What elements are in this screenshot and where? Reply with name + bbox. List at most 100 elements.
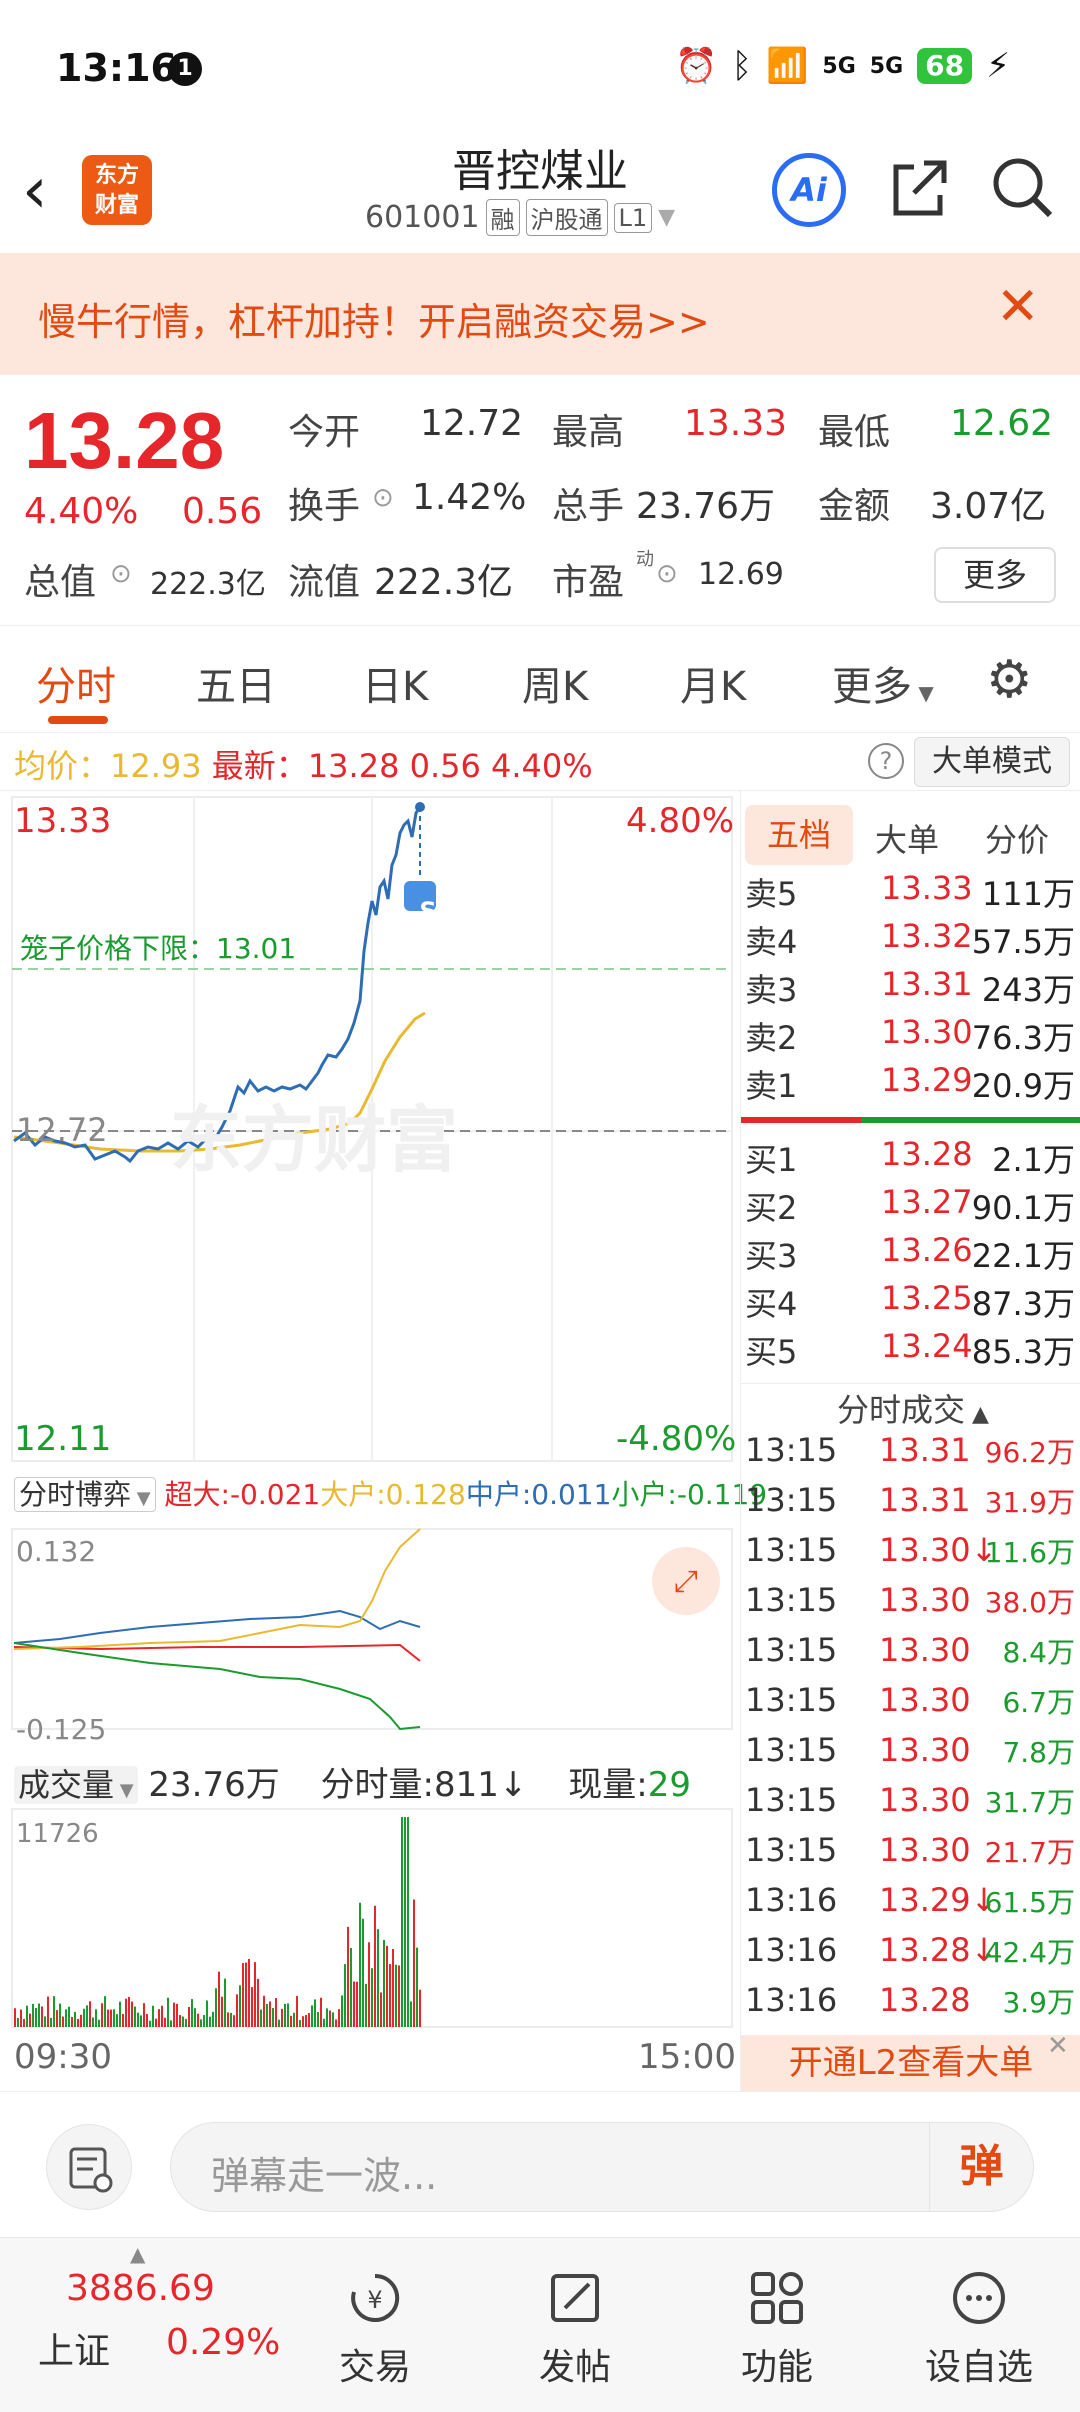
- volume-bar: [71, 2017, 73, 2027]
- tick-price: 13.30: [879, 1581, 971, 1619]
- bid-row[interactable]: 买3 13.26 22.1万: [741, 1231, 1080, 1279]
- index-percent[interactable]: 0.29%: [166, 2322, 281, 2363]
- search-icon[interactable]: [988, 153, 1058, 223]
- info-icon[interactable]: ⊙: [110, 559, 132, 589]
- gear-icon[interactable]: ⚙: [986, 650, 1033, 710]
- tab-price-dist[interactable]: 分价: [985, 821, 1050, 859]
- ticks-title[interactable]: 分时成交 ▲: [837, 1391, 989, 1429]
- ask-row[interactable]: 卖4 13.32 57.5万: [741, 917, 1080, 965]
- l2-upgrade-button[interactable]: 开通L2查看大单: [741, 2035, 1080, 2091]
- status-bar: 13:16 1 ⏰ ᛒ 📶 5G 5G 68 ⚡: [0, 0, 1080, 135]
- sell-signal-marker[interactable]: [404, 881, 436, 911]
- axis-bottom-price: 12.11: [14, 1419, 112, 1459]
- index-value[interactable]: 3886.69: [66, 2268, 215, 2309]
- tab-5day[interactable]: 五日: [196, 664, 276, 710]
- bid-row[interactable]: 买4 13.25 87.3万: [741, 1279, 1080, 1327]
- volume-bar: [173, 2002, 175, 2027]
- volume-bar: [197, 2013, 199, 2027]
- dropdown-icon: ▼: [131, 1488, 151, 1509]
- volume-bar: [368, 1942, 370, 2027]
- volume-bar: [374, 1905, 376, 2027]
- big-order-mode-button[interactable]: 大单模式: [914, 737, 1070, 787]
- comment-settings-icon[interactable]: [46, 2124, 132, 2210]
- level-label: 买5: [745, 1333, 798, 1371]
- nav-functions[interactable]: 功能: [692, 2238, 862, 2412]
- close-icon[interactable]: ✕: [1047, 2031, 1069, 2061]
- down-arrow-icon: ↓: [498, 1765, 528, 1805]
- more-button[interactable]: 更多: [934, 547, 1056, 603]
- tab-monthly-k[interactable]: 月K: [680, 664, 747, 710]
- volume-bar: [380, 1992, 382, 2027]
- bid-row[interactable]: 买2 13.27 90.1万: [741, 1183, 1080, 1231]
- tab-big-order[interactable]: 大单: [875, 821, 940, 859]
- tab-daily-k[interactable]: 日K: [362, 664, 429, 710]
- volume-bar: [32, 2003, 34, 2027]
- nav-add-watchlist[interactable]: 设自选: [894, 2238, 1064, 2412]
- close-icon[interactable]: ✕: [996, 277, 1040, 337]
- info-icon[interactable]: ⊙: [656, 559, 678, 589]
- ai-button[interactable]: Ai: [772, 153, 846, 227]
- stock-code-row[interactable]: 601001 融 沪股通 L1 ▼: [365, 199, 675, 236]
- nav-trade[interactable]: ¥ 交易: [290, 2238, 460, 2412]
- open-label: 今开: [288, 412, 361, 453]
- margin-banner[interactable]: 慢牛行情，杠杆加持！开启融资交易>> ✕: [0, 253, 1080, 375]
- tick-price: 13.30: [879, 1681, 971, 1719]
- flow-selector[interactable]: 分时博弈 ▼: [14, 1477, 156, 1512]
- volume-bar: [86, 2005, 88, 2027]
- grid-icon: [751, 2272, 803, 2324]
- volume-bar: [323, 2018, 325, 2027]
- volume-bar: [239, 1985, 241, 2027]
- level-volume: 87.3万: [971, 1285, 1075, 1323]
- ask-row[interactable]: 卖2 13.30 76.3万: [741, 1013, 1080, 1061]
- tag-connect: 沪股通: [525, 199, 608, 236]
- edit-icon: [551, 2274, 599, 2322]
- watermark: 东方财富: [170, 1098, 459, 1182]
- index-name[interactable]: 上证: [38, 2331, 111, 2372]
- ask-row[interactable]: 卖3 13.31 243万: [741, 965, 1080, 1013]
- level-label: 买2: [745, 1189, 798, 1227]
- high-label: 最高: [552, 412, 625, 453]
- ask-row[interactable]: 卖5 13.33 111万: [741, 869, 1080, 917]
- help-icon[interactable]: ?: [868, 743, 904, 779]
- volume-bar: [311, 2005, 313, 2027]
- tab-more[interactable]: 更多 ▼: [832, 664, 934, 710]
- expand-button[interactable]: [652, 1547, 720, 1615]
- volume-bar: [263, 1995, 265, 2027]
- bid-row[interactable]: 买5 13.24 85.3万: [741, 1327, 1080, 1375]
- tab-five-level[interactable]: 五档: [745, 805, 853, 865]
- volume-selector[interactable]: 成交量 ▼: [14, 1766, 138, 1804]
- bid-row[interactable]: 买1 13.28 2.1万: [741, 1135, 1080, 1183]
- volume-bar: [215, 1988, 217, 2027]
- app-logo[interactable]: 东方 财富: [82, 155, 152, 225]
- volume-bar: [383, 1939, 385, 2027]
- flow-small: -0.119: [676, 1478, 768, 1511]
- danmaku-toggle-button[interactable]: 弹: [929, 2123, 1033, 2211]
- tick-volume: 11.6万: [984, 1536, 1075, 1569]
- volume-bar: [182, 2016, 184, 2027]
- chart-tabs: 分时 五日 日K 周K 月K 更多 ▼ ⚙: [0, 625, 1080, 733]
- order-book-panel: 五档 大单 分价 卖5 13.33 111万 卖4 13.32 57.5万 卖3 13.31 2…: [740, 791, 1080, 2091]
- volume-bar: [122, 2013, 124, 2027]
- volume-bar: [332, 2012, 334, 2027]
- open-value: 12.72: [420, 403, 524, 444]
- intraday-chart-area[interactable]: ⤢ 东方财富 13.33 4.80% 笼子价格下限：13.01 12.72 S …: [0, 791, 767, 2091]
- chevron-up-icon[interactable]: ▲: [130, 2242, 146, 2266]
- volume-bar: [140, 2015, 142, 2027]
- ask-row[interactable]: 卖1 13.29 20.9万: [741, 1061, 1080, 1109]
- tab-weekly-k[interactable]: 周K: [522, 664, 589, 710]
- volume-bar: [155, 2018, 157, 2027]
- banner-text[interactable]: 慢牛行情，杠杆加持！开启融资交易>>: [38, 300, 710, 344]
- back-icon[interactable]: ‹: [22, 154, 48, 228]
- volume-bar: [74, 2011, 76, 2027]
- volume-bar: [218, 1971, 220, 2027]
- danmaku-input[interactable]: 弹幕走一波... 弹: [170, 2122, 1034, 2212]
- tab-intraday[interactable]: 分时: [36, 664, 116, 710]
- info-icon[interactable]: ⊙: [372, 483, 394, 513]
- tick-price: 13.30↓: [879, 1531, 998, 1569]
- nav-post[interactable]: 发帖: [490, 2238, 660, 2412]
- level-volume: 243万: [981, 971, 1075, 1009]
- share-icon[interactable]: [884, 153, 954, 223]
- volume-bar: [338, 2009, 340, 2027]
- tick-time: 13:15: [745, 1481, 838, 1519]
- intraday-chart[interactable]: ⤢: [0, 791, 740, 2091]
